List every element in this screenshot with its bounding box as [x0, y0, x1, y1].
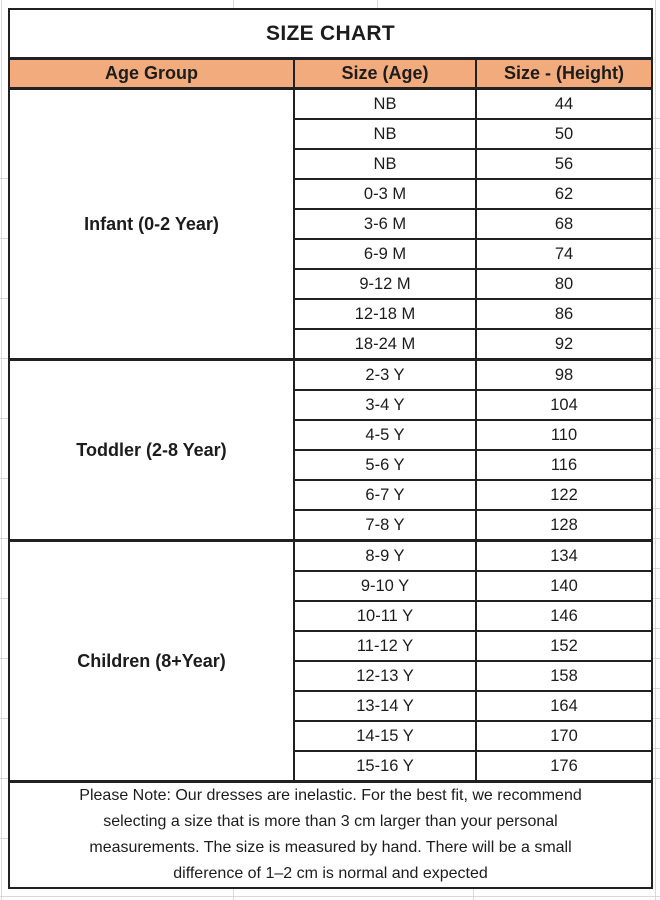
note-line: Please Note: Our dresses are inelastic. … [79, 787, 582, 804]
size-cell: 4-5 Y [293, 419, 477, 451]
group-label-toddler: Toddler (2-8 Year) [8, 358, 295, 542]
size-cell: 12-18 M [293, 298, 477, 330]
height-cell: 68 [474, 208, 654, 240]
height-cell: 152 [474, 630, 654, 662]
size-chart-table: SIZE CHART Age Group Size (Age) Size - (… [7, 8, 654, 889]
sheet-gridline [0, 896, 660, 897]
size-cell: 3-6 M [293, 208, 477, 240]
height-cell: 62 [474, 178, 654, 210]
size-cell: 6-7 Y [293, 479, 477, 511]
column-header-age-group: Age Group [8, 57, 295, 90]
sheet-gridline [233, 0, 234, 8]
height-cell: 116 [474, 449, 654, 481]
sheet-gridline-stubs [0, 119, 8, 841]
size-cell: 2-3 Y [293, 358, 477, 391]
size-cell: 18-24 M [293, 328, 477, 361]
size-cell: 15-16 Y [293, 750, 477, 783]
note-text: Please Note: Our dresses are inelastic. … [7, 780, 654, 889]
size-cell: 13-14 Y [293, 690, 477, 722]
size-cell: 7-8 Y [293, 509, 477, 542]
size-cell: NB [293, 148, 477, 180]
column-header-size-height: Size - (Height) [474, 57, 654, 90]
height-cell: 44 [474, 87, 654, 120]
height-cell: 122 [474, 479, 654, 511]
height-cell: 164 [474, 690, 654, 722]
size-cell: 10-11 Y [293, 600, 477, 632]
size-cell: 5-6 Y [293, 449, 477, 481]
height-cell: 140 [474, 570, 654, 602]
size-cell: 3-4 Y [293, 389, 477, 421]
size-cell: 0-3 M [293, 178, 477, 210]
size-cell: 14-15 Y [293, 720, 477, 752]
height-cell: 92 [474, 328, 654, 361]
group-label-children: Children (8+Year) [8, 539, 295, 783]
sheet-gridline [233, 889, 234, 900]
size-cell: 11-12 Y [293, 630, 477, 662]
height-cell: 50 [474, 118, 654, 150]
note-line: difference of 1–2 cm is normal and expec… [173, 865, 488, 882]
size-cell: 9-12 M [293, 268, 477, 300]
height-cell: 56 [474, 148, 654, 180]
size-cell: 9-10 Y [293, 570, 477, 602]
sheet-gridline [377, 0, 378, 8]
height-cell: 146 [474, 600, 654, 632]
size-cell: 8-9 Y [293, 539, 477, 572]
group-label-infant: Infant (0-2 Year) [8, 87, 295, 361]
height-cell: 86 [474, 298, 654, 330]
height-cell: 128 [474, 509, 654, 542]
column-header-size-age: Size (Age) [293, 57, 477, 90]
height-cell: 176 [474, 750, 654, 783]
table-title: SIZE CHART [7, 8, 654, 60]
height-cell: 80 [474, 268, 654, 300]
height-cell: 110 [474, 419, 654, 451]
height-cell: 158 [474, 660, 654, 692]
sheet-gridline-stubs [652, 89, 660, 781]
size-cell: 6-9 M [293, 238, 477, 270]
height-cell: 98 [474, 358, 654, 391]
size-cell: NB [293, 118, 477, 150]
note-line: measurements. The size is measured by ha… [89, 839, 572, 856]
size-cell: 12-13 Y [293, 660, 477, 692]
height-cell: 134 [474, 539, 654, 572]
height-cell: 170 [474, 720, 654, 752]
height-cell: 74 [474, 238, 654, 270]
sheet-gridline [473, 889, 474, 900]
note-line: selecting a size that is more than 3 cm … [103, 813, 558, 830]
height-cell: 104 [474, 389, 654, 421]
size-cell: NB [293, 87, 477, 120]
